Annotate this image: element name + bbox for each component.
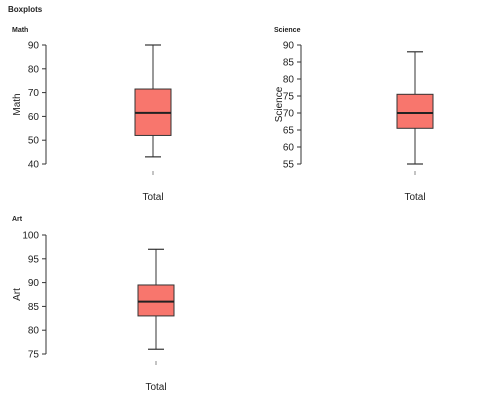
y-tick-label: 65 — [283, 126, 295, 137]
iqr-box — [137, 284, 175, 317]
y-tick-label: 75 — [28, 350, 40, 361]
y-tick-label: 75 — [283, 92, 295, 103]
y-tick-label: 60 — [283, 143, 295, 154]
y-tick-label: 80 — [28, 326, 40, 337]
y-tick-label: 70 — [28, 88, 40, 99]
iqr-box — [396, 93, 434, 129]
y-tick-label: 50 — [28, 136, 40, 147]
page-title: Boxplots — [8, 5, 43, 14]
y-axis-label: Math — [12, 93, 23, 115]
y-tick-label: 80 — [28, 64, 40, 75]
x-axis-label: Total — [142, 192, 163, 203]
y-tick-label: 80 — [283, 75, 295, 86]
y-tick-label: 90 — [28, 41, 40, 52]
art-boxplot: 75 80 85 90 95 100 Art Total — [12, 231, 175, 393]
y-tick-label: 85 — [283, 58, 295, 69]
art-chart-title: Art — [12, 216, 23, 223]
x-axis-label: Total — [404, 192, 425, 203]
x-axis-label: Total — [145, 382, 166, 393]
y-tick-label: 70 — [283, 109, 295, 120]
y-tick-label: 95 — [28, 254, 40, 265]
y-tick-label: 40 — [28, 160, 40, 171]
y-tick-label: 85 — [28, 302, 40, 313]
math-chart-title: Math — [12, 27, 29, 34]
y-tick-label: 100 — [22, 231, 39, 242]
y-tick-label: 60 — [28, 112, 40, 123]
y-axis-label: Art — [12, 288, 23, 301]
y-tick-label: 90 — [28, 278, 40, 289]
math-boxplot: 40 50 60 70 80 90 Math Total — [12, 41, 172, 203]
y-tick-label: 55 — [283, 160, 295, 171]
science-chart-title: Science — [274, 27, 301, 34]
science-boxplot: 55 60 65 70 75 80 85 90 Science Total — [274, 41, 434, 203]
y-axis-label: Science — [274, 86, 285, 122]
y-tick-label: 90 — [283, 41, 295, 52]
